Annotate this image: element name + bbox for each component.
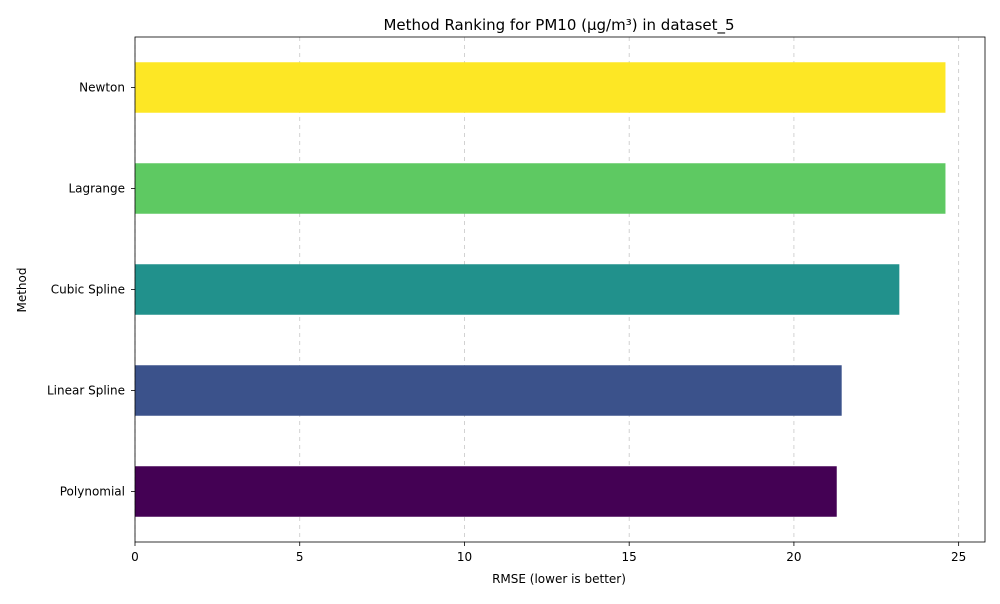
x-tick-label: 15 [622, 550, 637, 564]
y-tick-label: Polynomial [60, 485, 125, 499]
axes-layer: Polynomial Linear Spline Cubic Spline Lagra… [47, 36, 986, 564]
bar-polynomial [135, 466, 837, 517]
x-axis-label: RMSE (lower is better) [492, 572, 626, 586]
y-tick-label: Lagrange [68, 182, 125, 196]
bars-layer [135, 62, 946, 517]
x-tick-label: 20 [786, 550, 801, 564]
y-tick-label: Cubic Spline [51, 283, 125, 297]
y-tick-label: Newton [79, 81, 125, 95]
bar-linear-spline [135, 365, 842, 416]
x-tick-label: 5 [296, 550, 304, 564]
bar-cubic-spline [135, 264, 900, 315]
x-tick-label: 0 [131, 550, 139, 564]
x-tick-label: 25 [951, 550, 966, 564]
plot-frame [134, 36, 986, 543]
x-tick-label: 10 [457, 550, 472, 564]
bar-lagrange [135, 163, 946, 214]
bar-newton [135, 62, 946, 113]
y-tick-label: Linear Spline [47, 384, 125, 398]
y-axis-label: Method [15, 267, 29, 312]
chart-title: Method Ranking for PM10 (µg/m³) in datas… [383, 16, 734, 35]
